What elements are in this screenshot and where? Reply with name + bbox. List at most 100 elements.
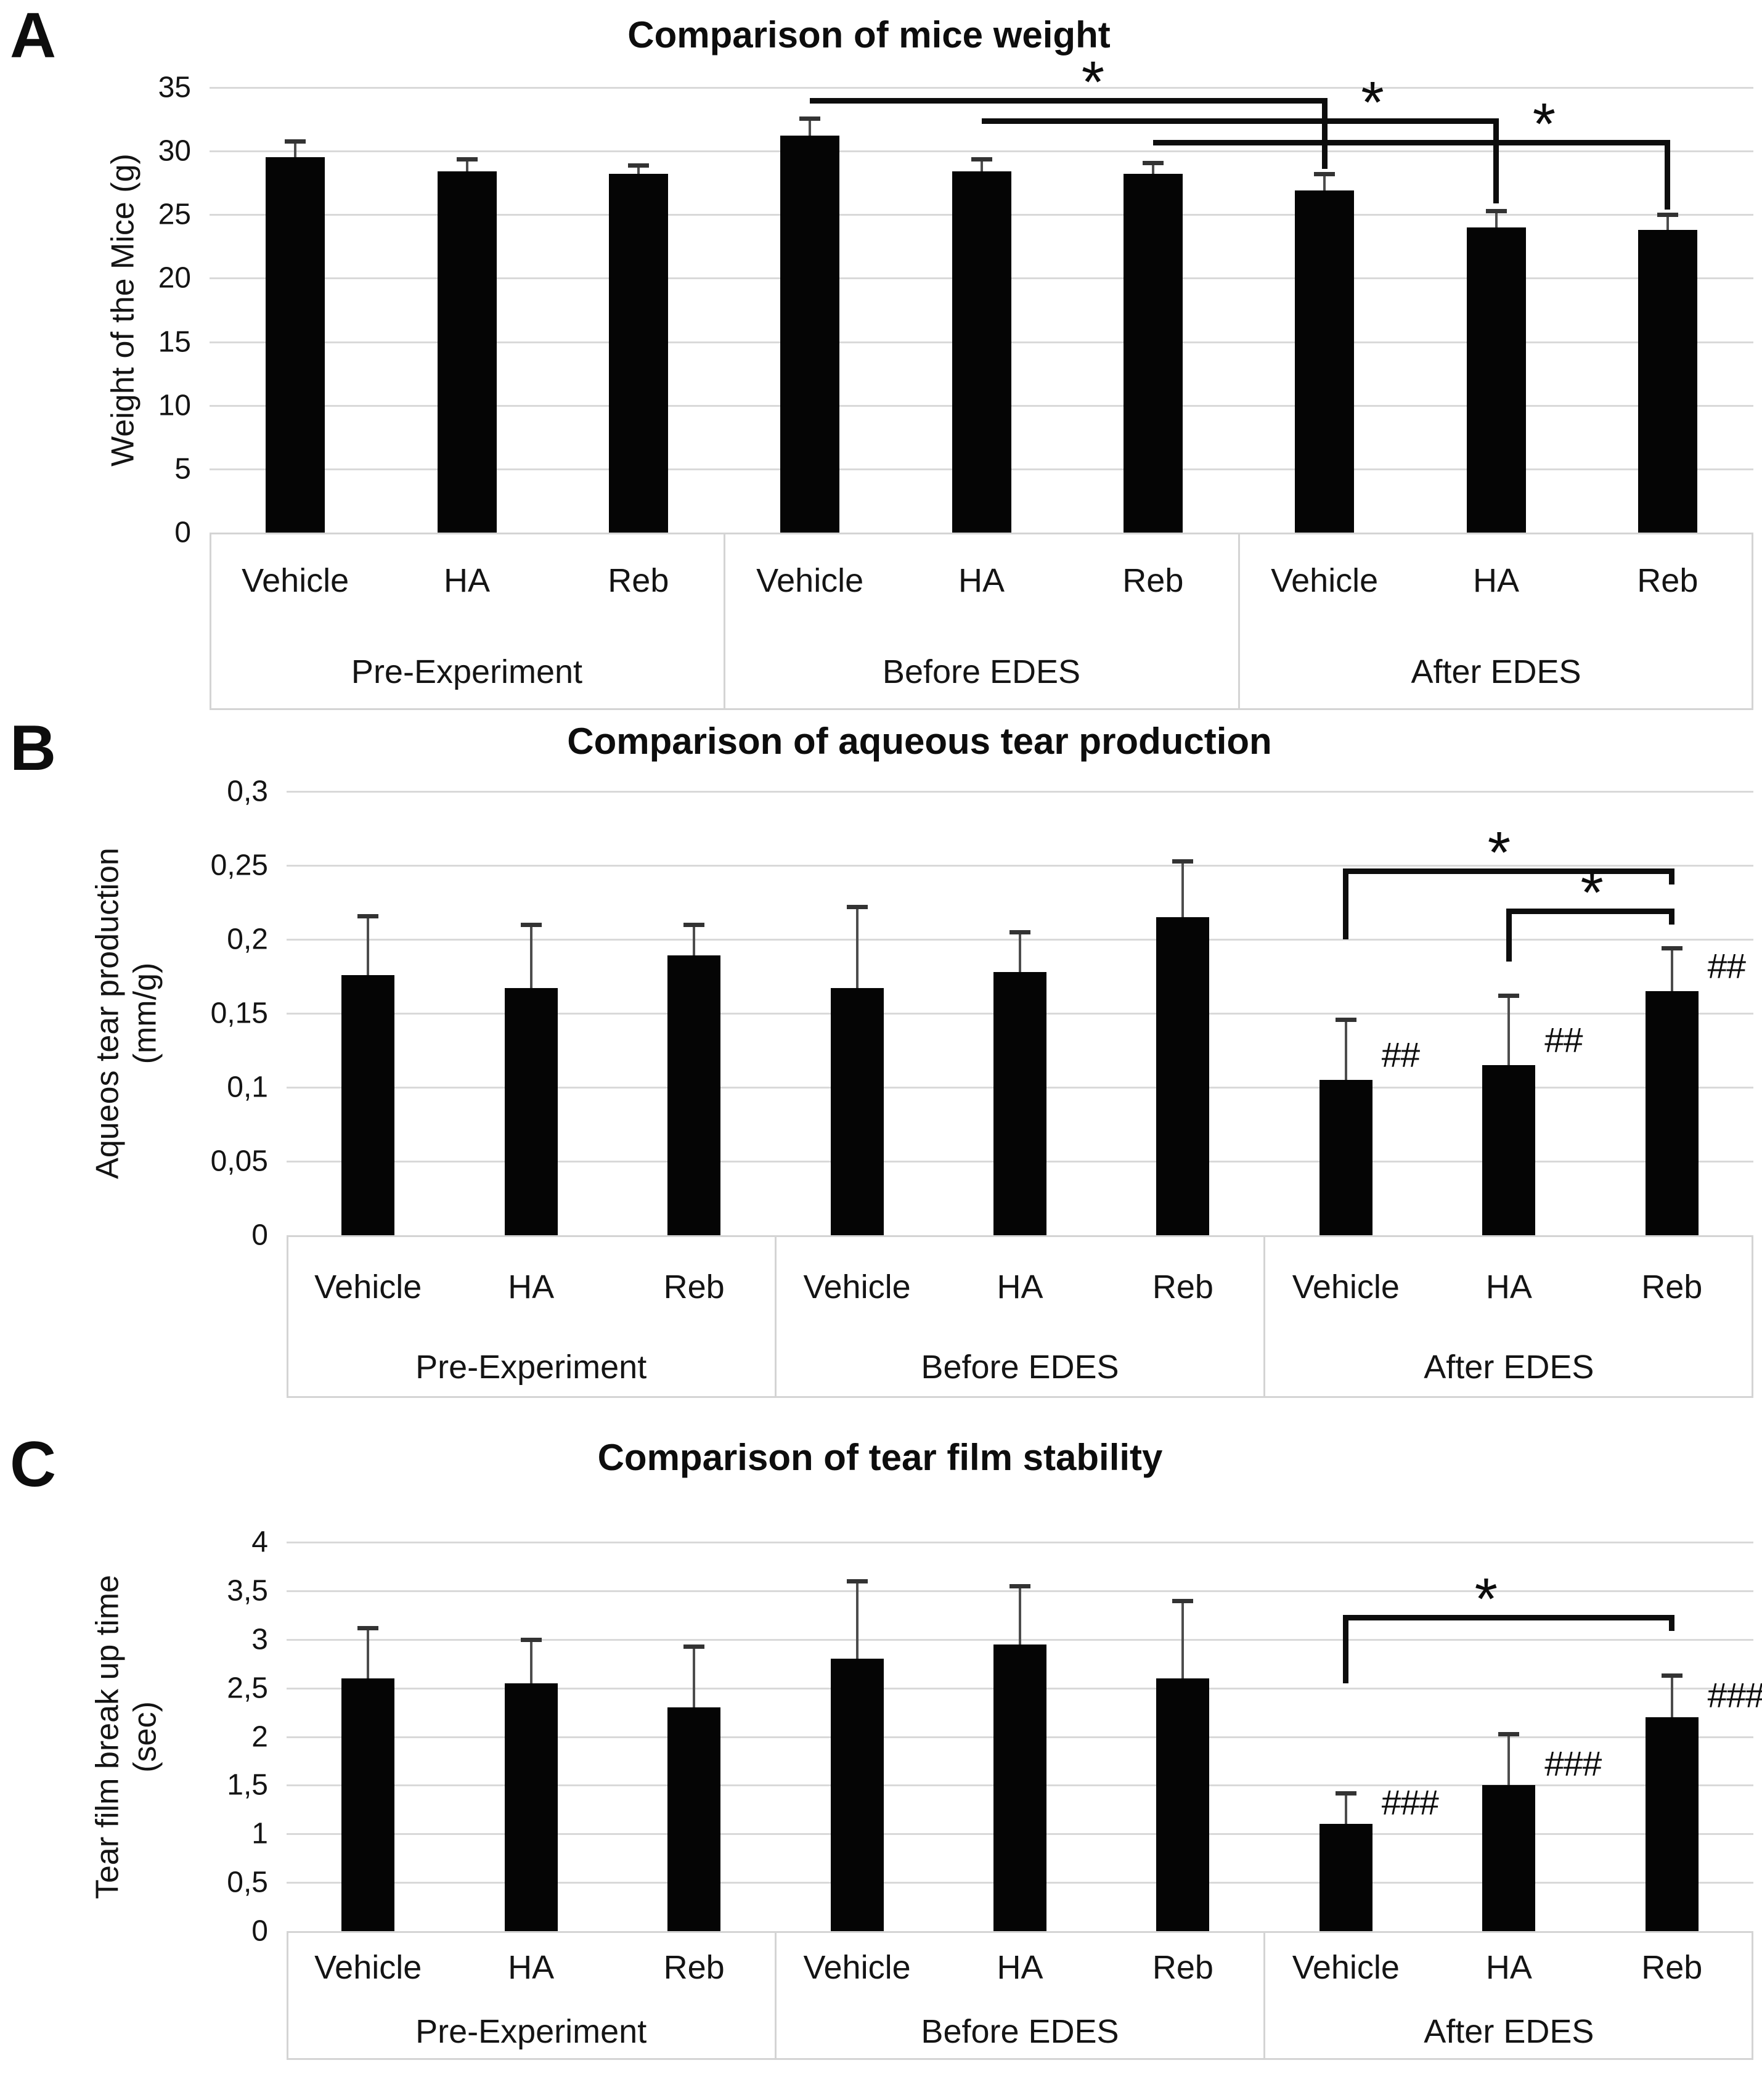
period-label: After EDES [1424, 2013, 1594, 2050]
bar-pre-experiment-ha [504, 1683, 558, 1931]
error-bar-cap [1498, 994, 1520, 999]
bar-before-edes-reb [1156, 1678, 1210, 1931]
bar-after-edes-vehicle [1319, 1824, 1372, 1931]
treatment-label: HA [443, 562, 491, 599]
period-label: After EDES [1411, 653, 1581, 690]
y-axis-tick-label: 5 [174, 452, 191, 486]
period-label: Before EDES [921, 1349, 1119, 1386]
bar-pre-experiment-reb [608, 174, 668, 533]
sig-bracket-horizontal [981, 118, 1499, 124]
sig-star: * [1081, 49, 1105, 115]
y-axis-tick-label: 0,05 [210, 1145, 268, 1178]
category-axis-box [210, 533, 1753, 710]
treatment-label: Reb [663, 1949, 725, 1986]
sig-bracket-horizontal [810, 97, 1328, 104]
treatment-label: Reb [1152, 1949, 1213, 1986]
category-axis-box [287, 1931, 1753, 2060]
error-bar-stem [1344, 1792, 1347, 1824]
error-bar-cap [1172, 1598, 1194, 1603]
y-axis-tick-label: 0,25 [210, 849, 268, 882]
bar-before-edes-ha [993, 971, 1046, 1235]
error-bar-cap [357, 1625, 379, 1630]
treatment-label: Reb [608, 562, 669, 599]
sig-star: * [1580, 859, 1604, 926]
error-bar-stem [980, 158, 983, 172]
panel-letter: C [10, 1429, 57, 1500]
category-group-divider [723, 533, 725, 710]
error-bar-stem [1181, 860, 1185, 917]
error-bar-cap [1142, 160, 1164, 165]
bar-before-edes-reb [1156, 917, 1210, 1235]
y-axis-tick-label: 2 [251, 1720, 268, 1753]
error-bar-stem [637, 165, 640, 174]
y-axis-tick-label: 35 [158, 71, 191, 104]
hash-significance-label: ## [1381, 1036, 1419, 1076]
bar-pre-experiment-reb [667, 1707, 721, 1931]
error-bar-cap [971, 157, 992, 161]
treatment-label: Vehicle [756, 562, 864, 599]
bar-after-edes-ha [1482, 1065, 1536, 1235]
period-label: Before EDES [921, 2013, 1119, 2050]
error-bar-stem [529, 1639, 532, 1683]
treatment-label: Vehicle [314, 1949, 422, 1986]
bar-before-edes-ha [952, 171, 1011, 533]
category-group-divider [774, 1235, 777, 1398]
treatment-label: Reb [1641, 1269, 1703, 1305]
hash-significance-label: ## [1707, 947, 1745, 987]
treatment-label: HA [508, 1269, 555, 1305]
treatment-label: Vehicle [1292, 1269, 1400, 1305]
treatment-label: HA [1485, 1269, 1532, 1305]
error-bar-cap [1485, 209, 1507, 214]
error-bar-cap [627, 163, 649, 168]
error-bar-stem [367, 915, 370, 975]
hash-significance-label: ### [1707, 1676, 1762, 1716]
error-bar-stem [1019, 932, 1021, 972]
hash-significance-label: ### [1544, 1744, 1601, 1784]
error-bar-stem [1507, 1733, 1511, 1786]
period-label: Pre-Experiment [351, 653, 583, 690]
treatment-label: HA [1485, 1949, 1532, 1986]
error-bar-cap [520, 923, 542, 927]
y-axis-tick-label: 1 [251, 1817, 268, 1850]
y-axis-tick-label: 0 [251, 1914, 268, 1948]
period-label: Before EDES [882, 653, 1081, 690]
error-bar-stem [855, 1581, 859, 1659]
error-bar-cap [683, 923, 705, 927]
bar-after-edes-ha [1482, 1785, 1536, 1931]
period-label: Pre-Experiment [415, 2013, 647, 2050]
bar-after-edes-vehicle [1295, 190, 1355, 533]
treatment-label: Vehicle [314, 1269, 422, 1305]
chart-title: Comparison of aqueous tear production [567, 721, 1272, 762]
error-bar-stem [367, 1627, 370, 1678]
error-bar-stem [1323, 174, 1326, 191]
chart-title: Comparison of tear film stability [597, 1437, 1163, 1478]
y-axis-tick-label: 0 [174, 516, 191, 549]
sig-bracket-horizontal [1345, 1615, 1675, 1621]
treatment-label: HA [1472, 562, 1520, 599]
error-bar-stem [1181, 1600, 1185, 1678]
y-axis-tick-label: 0,3 [227, 775, 268, 808]
error-bar-stem [465, 158, 468, 172]
error-bar-stem [693, 925, 696, 956]
hash-significance-label: ## [1544, 1021, 1582, 1061]
bar-before-edes-reb [1123, 174, 1183, 533]
error-bar-stem [1019, 1585, 1021, 1644]
error-bar-cap [285, 139, 306, 144]
sig-bracket-horizontal [1345, 868, 1675, 874]
sig-bracket-drop [1493, 118, 1499, 203]
sig-bracket-hook [1669, 1615, 1675, 1632]
bar-before-edes-vehicle [780, 136, 840, 533]
bar-pre-experiment-vehicle [341, 1678, 395, 1931]
gridline [210, 150, 1753, 153]
y-axis-tick-label: 0,1 [227, 1071, 268, 1104]
treatment-label: HA [958, 562, 1005, 599]
bar-pre-experiment-reb [667, 955, 721, 1235]
category-group-divider [1238, 533, 1240, 710]
error-bar-stem [1151, 162, 1154, 174]
treatment-label: Reb [1152, 1269, 1213, 1305]
bar-after-edes-ha [1466, 227, 1526, 533]
y-axis-title: Aqueos tear production (mm/g) [89, 848, 163, 1179]
y-axis-tick-label: 1,5 [227, 1768, 268, 1802]
period-label: Pre-Experiment [415, 1349, 647, 1386]
treatment-label: HA [997, 1269, 1043, 1305]
